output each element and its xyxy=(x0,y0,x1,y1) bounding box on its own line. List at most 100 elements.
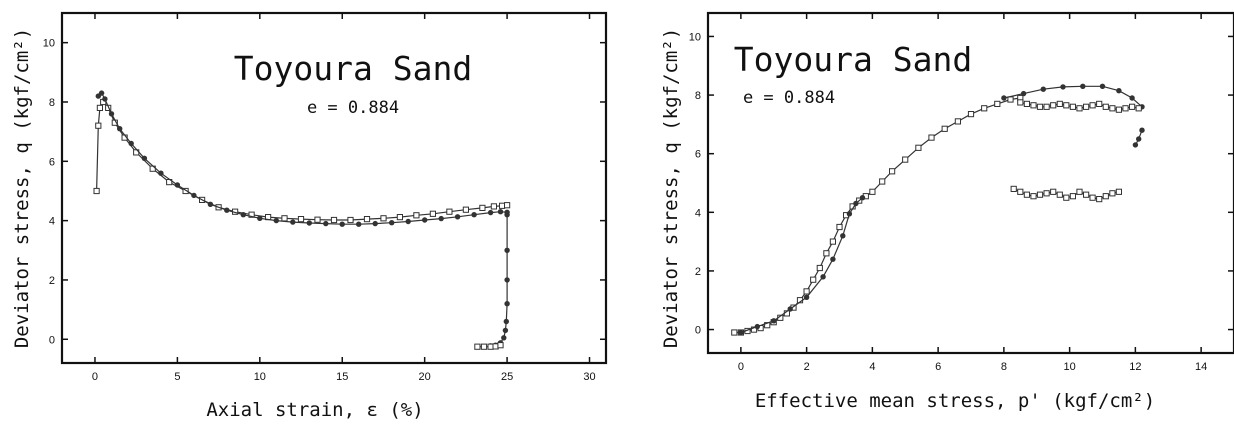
data-point-circle xyxy=(787,306,793,312)
data-point-square xyxy=(248,211,255,218)
data-point-circle xyxy=(754,323,760,330)
data-point-square xyxy=(363,216,371,223)
data-point-square xyxy=(1096,196,1103,203)
y-tick-label: 4 xyxy=(49,216,55,228)
data-point-square xyxy=(1023,191,1031,198)
y-axis-label: Deviator stress, q (kgf/cm²) xyxy=(660,28,682,348)
data-point-circle xyxy=(738,329,744,336)
series-line-1 xyxy=(97,92,508,225)
void-ratio-annotation: e = 0.884 xyxy=(743,88,835,108)
data-point-square xyxy=(1102,103,1109,110)
data-point-square xyxy=(836,223,843,231)
data-point-square xyxy=(1083,191,1090,198)
data-point-circle xyxy=(191,192,197,199)
data-point-square xyxy=(93,187,100,195)
data-point-square xyxy=(1063,102,1070,109)
x-tick-label: 30 xyxy=(583,371,595,383)
data-point-square xyxy=(1017,188,1024,195)
axis-ticks: 0 2 4 6 8 10 12 14 0 2 4 6 8 10 xyxy=(689,13,1234,373)
x-tick-label: 4 xyxy=(869,361,875,373)
data-point-circle xyxy=(1001,95,1007,101)
data-point-circle xyxy=(1080,83,1086,90)
y-tick-label: 4 xyxy=(695,207,701,219)
x-tick-label: 2 xyxy=(804,361,810,373)
data-point-circle xyxy=(102,96,108,102)
data-point-circle xyxy=(1040,86,1047,92)
data-point-circle xyxy=(487,209,494,216)
x-tick-label: 14 xyxy=(1195,361,1207,373)
data-point-square xyxy=(1083,103,1090,110)
axis-ticks: 0 5 10 15 20 25 30 0 2 4 6 8 10 xyxy=(43,13,606,383)
data-point-square xyxy=(750,326,758,333)
data-point-square xyxy=(446,208,453,215)
data-point-circle xyxy=(1129,95,1135,101)
data-point-circle xyxy=(504,247,510,253)
y-tick-label: 6 xyxy=(49,156,55,168)
data-point-square xyxy=(1043,190,1050,197)
data-point-square xyxy=(915,144,922,151)
data-point-circle xyxy=(1132,142,1139,148)
data-point-square xyxy=(1043,103,1050,110)
data-point-square xyxy=(803,288,810,295)
data-point-circle xyxy=(846,211,853,217)
data-point-square xyxy=(869,188,876,195)
data-point-circle xyxy=(504,212,510,218)
data-point-square xyxy=(889,168,896,175)
data-point-circle xyxy=(117,126,123,132)
x-tick-label: 0 xyxy=(738,361,744,373)
data-point-circle xyxy=(174,182,181,188)
data-point-circle xyxy=(224,207,230,213)
x-axis-label: Axial strain, ε (%) xyxy=(206,399,423,421)
data-point-square xyxy=(462,206,469,213)
data-point-circle xyxy=(273,217,279,224)
data-point-circle xyxy=(497,209,504,215)
data-point-square xyxy=(314,216,321,223)
data-point-square xyxy=(967,111,975,118)
data-point-square xyxy=(1069,103,1077,110)
x-tick-label: 10 xyxy=(254,371,266,383)
x-tick-label: 8 xyxy=(1001,361,1007,373)
data-point-square xyxy=(1036,191,1044,198)
data-point-circle xyxy=(290,219,296,225)
data-point-square xyxy=(1069,193,1077,200)
data-point-square xyxy=(829,238,836,245)
data-point-circle xyxy=(372,220,378,227)
data-point-circle xyxy=(306,220,312,226)
plot-frame xyxy=(706,11,1234,355)
x-tick-label: 20 xyxy=(419,371,431,383)
data-point-circle xyxy=(853,200,859,207)
data-point-square xyxy=(1076,188,1083,195)
data-point-circle xyxy=(830,256,836,262)
data-point-square xyxy=(413,212,420,219)
data-point-circle xyxy=(1136,136,1142,142)
data-point-square xyxy=(330,216,338,224)
data-point-circle xyxy=(108,111,115,117)
y-tick-label: 8 xyxy=(49,97,55,109)
data-point-square xyxy=(429,210,436,217)
stress-strain-chart: 0 5 10 15 20 25 30 0 2 4 6 8 10 Toyoura Sand e = 0.8… xyxy=(11,11,608,421)
data-point-square xyxy=(731,329,738,336)
data-point-square xyxy=(1036,103,1044,110)
data-point-square xyxy=(474,343,481,350)
data-point-square xyxy=(96,104,104,112)
data-point-square xyxy=(810,276,817,283)
data-point-square xyxy=(396,214,403,221)
data-point-square xyxy=(490,203,497,210)
y-tick-label: 10 xyxy=(43,38,55,50)
data-point-circle xyxy=(771,318,777,324)
chart-title: Toyoura Sand xyxy=(734,40,972,79)
data-point-square xyxy=(1050,102,1057,109)
data-point-square xyxy=(1030,193,1037,200)
void-ratio-annotation: e = 0.884 xyxy=(307,98,399,118)
plot-frame xyxy=(60,11,608,365)
data-point-circle xyxy=(504,301,510,307)
data-point-circle xyxy=(820,274,826,280)
data-point-square xyxy=(499,202,506,209)
data-point-square xyxy=(823,250,830,257)
data-point-square xyxy=(1115,188,1123,195)
data-point-circle xyxy=(158,170,164,176)
data-point-circle xyxy=(207,201,214,207)
data-point-square xyxy=(1076,105,1083,112)
data-point-circle xyxy=(128,140,134,147)
